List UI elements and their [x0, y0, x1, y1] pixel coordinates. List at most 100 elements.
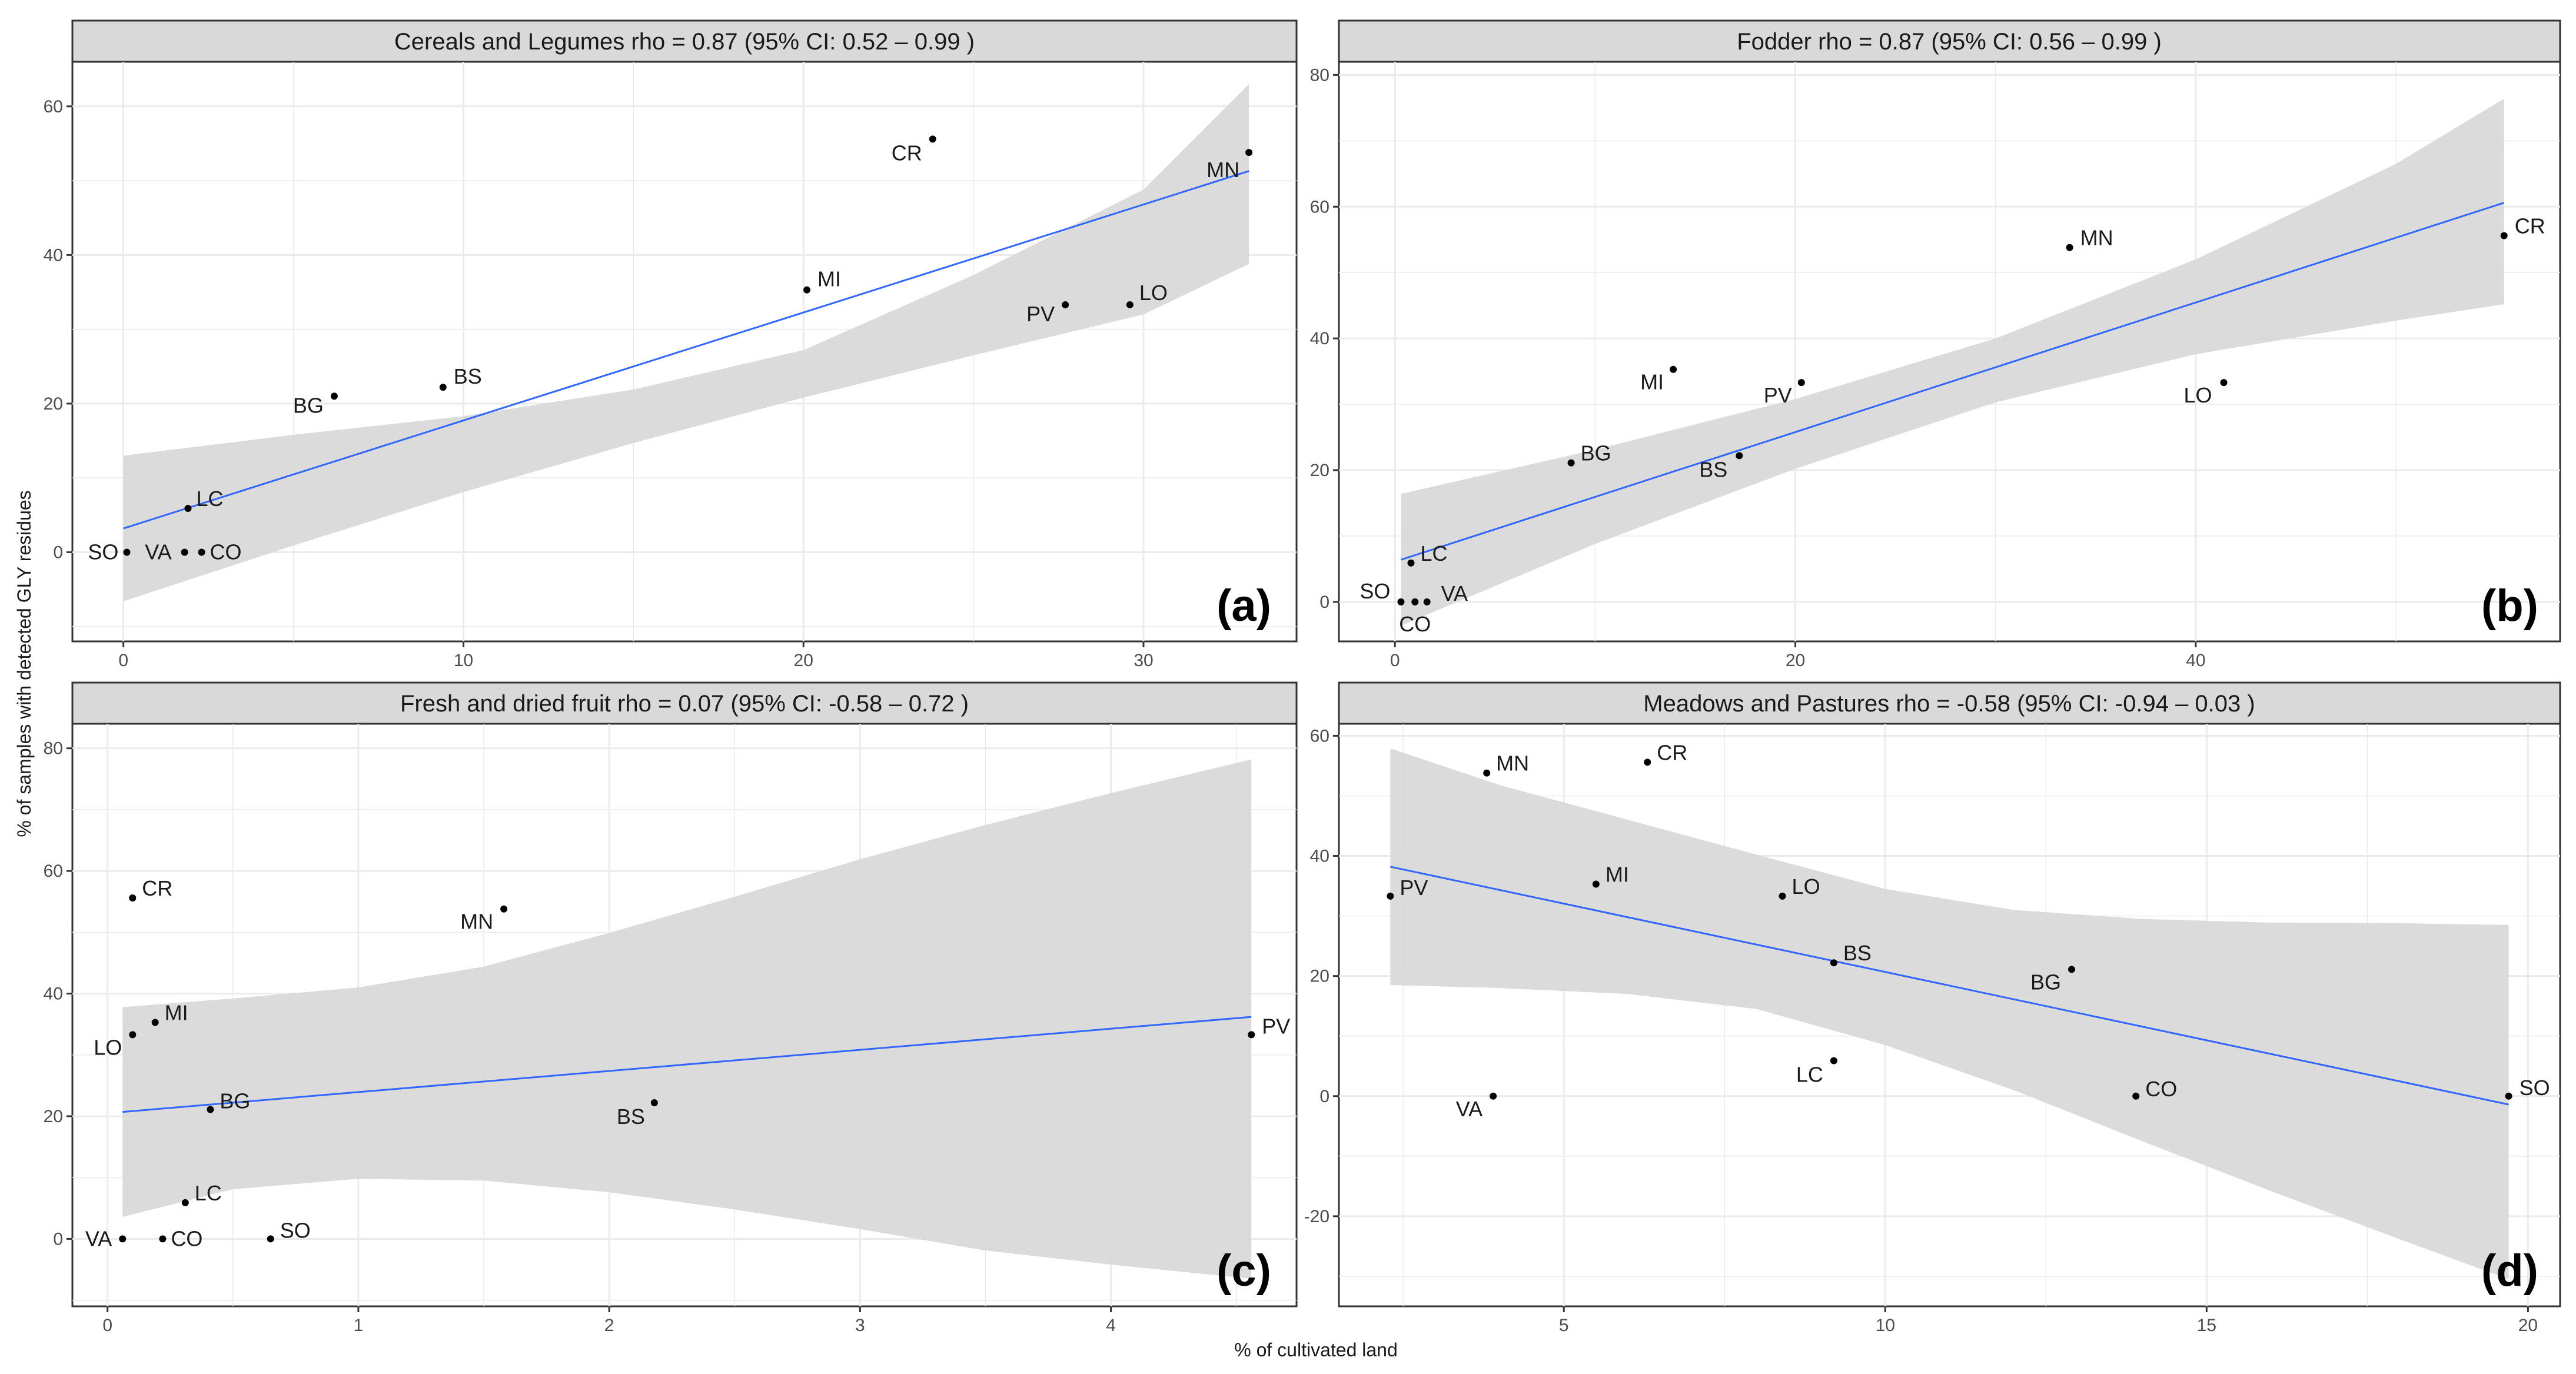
- point-label-co: CO: [1399, 612, 1431, 636]
- point-label-cr: CR: [892, 141, 922, 165]
- data-point-co: [2132, 1092, 2140, 1100]
- x-ticks-c: 0 1 2 3 4: [102, 1306, 1116, 1335]
- fit-line-d: [1390, 866, 2509, 1106]
- point-label-mn: MN: [1206, 158, 1239, 182]
- point-label-cr: CR: [2515, 214, 2545, 238]
- data-point-mi: [1592, 880, 1600, 888]
- y-tick-label: 20: [44, 1107, 63, 1126]
- data-point-lc: [184, 504, 192, 512]
- point-label-pv: PV: [1262, 1014, 1290, 1038]
- y-tick-label: 40: [1310, 329, 1329, 348]
- point-label-bs: BS: [454, 364, 482, 388]
- y-tick-label: 80: [1310, 65, 1329, 85]
- x-tick-label: 2: [604, 1316, 614, 1335]
- point-label-mn: MN: [460, 910, 493, 934]
- data-point-pv: [1248, 1031, 1255, 1039]
- data-point-lo: [129, 1031, 137, 1039]
- x-tick-label: 20: [1786, 651, 1805, 670]
- y-tick-label: 80: [44, 739, 63, 758]
- x-tick-label: 40: [2186, 651, 2205, 670]
- y-tick-label: 60: [1310, 197, 1329, 217]
- x-axis-title: % of cultivated land: [1234, 1339, 1398, 1360]
- y-ticks-c: 0 20 40 60 80: [44, 739, 72, 1249]
- y-tick-label: 20: [44, 394, 63, 414]
- point-label-lo: LO: [1139, 281, 1168, 305]
- y-axis-title: % of samples with detected GLY residues: [14, 490, 35, 837]
- point-label-so: SO: [88, 540, 118, 564]
- data-point-mn: [500, 905, 508, 913]
- y-tick-label: 40: [1310, 847, 1329, 866]
- point-label-mi: MI: [165, 1001, 188, 1025]
- data-point-pv: [1062, 301, 1069, 308]
- point-label-bg: BG: [220, 1089, 250, 1113]
- data-point-so: [2505, 1092, 2512, 1100]
- y-tick-label: 20: [1310, 967, 1329, 986]
- point-label-va: VA: [1441, 581, 1468, 606]
- data-point-lc: [1830, 1057, 1837, 1064]
- point-label-bs: BS: [617, 1104, 645, 1129]
- point-label-cr: CR: [142, 876, 172, 900]
- data-point-so: [267, 1235, 274, 1243]
- panel-a-title: Cereals and Legumes rho = 0.87 (95% CI: …: [394, 29, 975, 55]
- data-point-bg: [1567, 459, 1575, 467]
- x-ticks-d: 5 10 15 20: [1559, 1306, 2538, 1335]
- x-tick-label: 0: [118, 651, 128, 670]
- confidence-band-b: [1401, 98, 2504, 626]
- point-label-so: SO: [2520, 1076, 2550, 1100]
- y-tick-label: 0: [53, 1229, 63, 1249]
- data-point-mn: [2066, 244, 2073, 251]
- x-tick-label: 20: [794, 651, 813, 670]
- strip-c: [71, 681, 1298, 725]
- data-point-bg: [207, 1106, 214, 1113]
- data-point-cr: [2500, 232, 2508, 239]
- point-label-so: SO: [280, 1218, 311, 1242]
- point-label-so: SO: [1360, 579, 1390, 603]
- panel-tag-a: (a): [1216, 581, 1271, 631]
- data-point-co: [1411, 598, 1419, 606]
- data-point-cr: [929, 135, 936, 143]
- data-point-bg: [2068, 966, 2075, 973]
- y-tick-label: 0: [1319, 1087, 1329, 1106]
- point-label-bg: BG: [1581, 441, 1611, 465]
- point-label-lc: LC: [195, 1181, 222, 1205]
- y-tick-label: 0: [53, 543, 63, 562]
- panel-b-title: Fodder rho = 0.87 (95% CI: 0.56 – 0.99 ): [1737, 29, 2162, 55]
- y-tick-label: 0: [1319, 593, 1329, 612]
- panel-tag-b: (b): [2481, 581, 2538, 631]
- point-label-mn: MN: [2080, 226, 2113, 250]
- point-label-bs: BS: [1699, 457, 1727, 481]
- data-point-pv: [1797, 379, 1805, 387]
- strip-a: [71, 19, 1298, 63]
- fit-line-c: [122, 1016, 1252, 1113]
- data-point-cr: [129, 894, 137, 901]
- confidence-band-a: [123, 84, 1249, 601]
- data-point-so: [123, 548, 131, 556]
- point-label-mi: MI: [1606, 863, 1629, 887]
- point-label-co: CO: [171, 1226, 202, 1250]
- point-label-bg: BG: [2030, 970, 2061, 994]
- panel-c-title: Fresh and dried fruit rho = 0.07 (95% CI…: [400, 691, 969, 717]
- x-tick-label: 0: [1390, 651, 1400, 670]
- y-tick-label: 40: [44, 245, 63, 265]
- point-label-bg: BG: [293, 393, 324, 417]
- data-point-lo: [1126, 301, 1134, 308]
- data-point-mi: [1670, 365, 1677, 373]
- data-point-pv: [1387, 892, 1394, 900]
- data-point-bs: [439, 384, 447, 391]
- y-tick-label: 40: [44, 984, 63, 1004]
- strip-b: [1338, 19, 2561, 63]
- point-label-lc: LC: [196, 487, 223, 511]
- x-tick-label: 0: [102, 1316, 112, 1335]
- point-label-cr: CR: [1657, 740, 1687, 764]
- data-point-mn: [1245, 149, 1253, 157]
- data-point-co: [198, 548, 205, 556]
- data-point-mi: [151, 1019, 159, 1026]
- panel-a: Cereals and Legumes rho = 0.87 (95% CI: …: [44, 19, 1298, 670]
- x-tick-label: 5: [1559, 1316, 1569, 1335]
- data-point-so: [1397, 598, 1405, 606]
- y-tick-label: 60: [44, 97, 63, 117]
- y-tick-label: 20: [1310, 461, 1329, 480]
- panel-tag-d: (d): [2481, 1246, 2538, 1296]
- point-label-lo: LO: [1792, 874, 1820, 899]
